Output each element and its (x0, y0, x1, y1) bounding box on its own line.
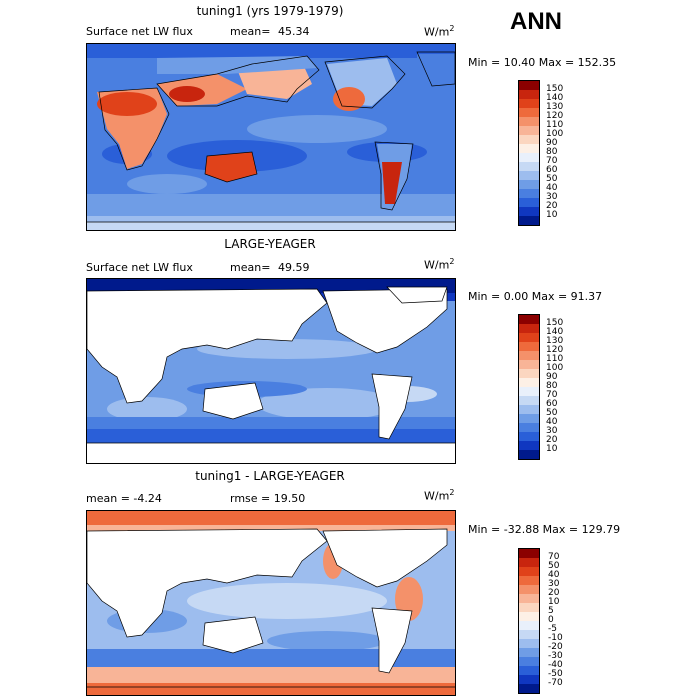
panel-2-land-eurasia-africa (87, 288, 328, 404)
cb2-label: 130 (546, 336, 564, 346)
cb2-label: 150 (546, 318, 564, 328)
cb3-label: 5 (548, 606, 554, 616)
panel-2-range: Min = 0.00 Max = 91.37 (468, 290, 603, 303)
cb3-label: 50 (548, 561, 560, 571)
cb1-label: 30 (546, 192, 558, 202)
cb3-label: -70 (548, 678, 563, 688)
cb2-label: 10 (546, 444, 558, 454)
panel-1-title: tuning1 (yrs 1979-1979) (196, 4, 344, 18)
panel-3-land-eurasia-africa (87, 528, 328, 638)
panel-3-title: tuning1 - LARGE-YEAGER (195, 469, 345, 483)
cb2-label: 30 (546, 426, 558, 436)
cb2-label: 50 (546, 408, 558, 418)
cb2-label: 140 (546, 327, 564, 337)
cb2-label: 100 (546, 363, 564, 373)
cb3-label: -30 (548, 651, 563, 661)
cb2-label: 70 (546, 390, 558, 400)
cb3-label: -10 (548, 633, 563, 643)
cb2-label: 40 (546, 417, 558, 427)
cb1-label: 60 (546, 165, 558, 175)
cb3-label: -50 (548, 669, 563, 679)
panel-2-units: W/m2 (424, 257, 455, 272)
panel-1-mean-label: mean= (230, 25, 271, 38)
cb1-label: 10 (546, 210, 558, 220)
panel-3-map (86, 510, 456, 696)
panel-1-field-label: Surface net LW flux (86, 25, 193, 38)
panel-3-range: Min = -32.88 Max = 129.79 (468, 523, 621, 536)
cb2-label: 80 (546, 381, 558, 391)
cb3-label: 10 (548, 597, 560, 607)
cb3-label: -40 (548, 660, 563, 670)
season-label: ANN (510, 8, 562, 35)
cb1-label: 100 (546, 129, 564, 139)
cb1-label: 40 (546, 183, 558, 193)
panel-2-field-label: Surface net LW flux (86, 261, 193, 274)
cb1-label: 120 (546, 111, 564, 121)
panel-1-map (86, 43, 456, 231)
panel-2-mean-value: 49.59 (278, 261, 310, 274)
cb2-label: 120 (546, 345, 564, 355)
panel-1-mean-value: 45.34 (278, 25, 310, 38)
cb3-label: 70 (548, 552, 560, 562)
cb3-label: 20 (548, 588, 560, 598)
cb2-label: 110 (546, 354, 564, 364)
cb3-label: -20 (548, 642, 563, 652)
cb1-label: 50 (546, 174, 558, 184)
panel-1-units: W/m2 (424, 24, 455, 39)
cb2-label: 90 (546, 372, 558, 382)
cb1-label: 80 (546, 147, 558, 157)
panel-2-title: LARGE-YEAGER (224, 237, 316, 251)
panel-1-range: Min = 10.40 Max = 152.35 (468, 56, 617, 69)
cb1-label: 140 (546, 93, 564, 103)
cb2-label: 20 (546, 435, 558, 445)
panel-2-colorbar (518, 314, 540, 460)
cb1-label: 110 (546, 120, 564, 130)
cb1-label: 150 (546, 84, 564, 94)
cb3-label: 30 (548, 579, 560, 589)
cb1-label: 130 (546, 102, 564, 112)
cb3-label: 40 (548, 570, 560, 580)
panel-3-units: W/m2 (424, 488, 455, 503)
panel-2-map (86, 278, 456, 464)
panel-3-mean: mean = -4.24 (86, 492, 162, 505)
cb1-label: 70 (546, 156, 558, 166)
cb1-label: 90 (546, 138, 558, 148)
cb3-label: -5 (548, 624, 557, 634)
cb2-label: 60 (546, 399, 558, 409)
cb1-label: 20 (546, 201, 558, 211)
panel-3-colorbar (518, 548, 540, 694)
cb3-label: 0 (548, 615, 554, 625)
panel-1-colorbar (518, 80, 540, 226)
panel-3-rmse: rmse = 19.50 (230, 492, 306, 505)
panel-2-mean-label: mean= (230, 261, 271, 274)
